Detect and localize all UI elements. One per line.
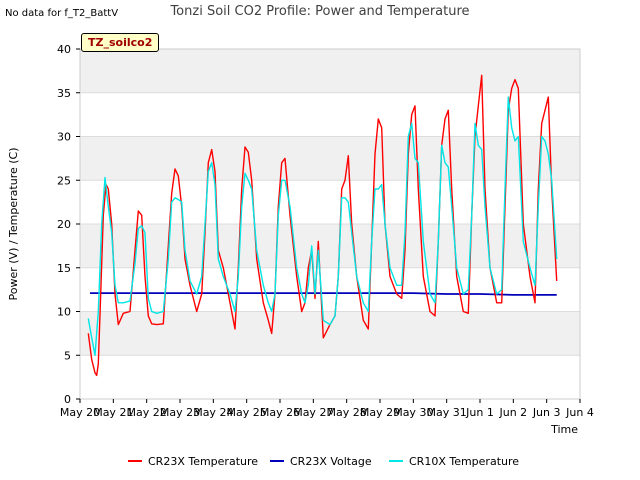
y-tick-label: 25 bbox=[57, 174, 71, 187]
y-tick-label: 20 bbox=[57, 218, 71, 231]
x-tick-label: May 31 bbox=[427, 406, 467, 419]
x-tick-label: May 28 bbox=[327, 406, 367, 419]
y-tick-label: 30 bbox=[57, 131, 71, 144]
x-tick-label: Jun 1 bbox=[465, 406, 494, 419]
series-line-cr10x-temperature bbox=[87, 96, 558, 356]
y-axis-label: Power (V) / Temperature (C) bbox=[7, 147, 20, 300]
y-tick-label: 10 bbox=[57, 306, 71, 319]
grid-band bbox=[80, 136, 580, 181]
legend-label: CR10X Temperature bbox=[409, 455, 519, 468]
x-tick-label: Jun 2 bbox=[498, 406, 527, 419]
x-tick-label: May 23 bbox=[160, 406, 200, 419]
x-tick-label: Jun 3 bbox=[532, 406, 561, 419]
site-badge: TZ_soilco2 bbox=[81, 33, 160, 52]
legend-label: CR23X Voltage bbox=[290, 455, 372, 468]
x-tick-label: May 20 bbox=[60, 406, 100, 419]
grid-band bbox=[80, 224, 580, 268]
x-axis-label: Time bbox=[550, 423, 578, 436]
y-tick-label: 5 bbox=[64, 349, 71, 362]
legend-label: CR23X Temperature bbox=[148, 455, 258, 468]
x-tick-label: May 29 bbox=[360, 406, 400, 419]
y-tick-label: 40 bbox=[57, 43, 71, 56]
series-line-cr23x-temperature bbox=[87, 74, 558, 377]
chart-title: Tonzi Soil CO2 Profile: Power and Temper… bbox=[170, 4, 470, 19]
x-tick-label: Jun 4 bbox=[565, 406, 594, 419]
x-tick-label: May 26 bbox=[260, 406, 300, 419]
legend-item: CR23X Temperature bbox=[128, 455, 258, 468]
grid-band bbox=[80, 311, 580, 356]
x-tick-label: May 27 bbox=[293, 406, 333, 419]
legend-item: CR10X Temperature bbox=[389, 455, 519, 468]
y-tick-label: 35 bbox=[57, 87, 71, 100]
x-tick-label: May 25 bbox=[227, 406, 267, 419]
legend-item: CR23X Voltage bbox=[270, 455, 372, 468]
series-line-cr23x-voltage bbox=[90, 292, 557, 296]
grid-band bbox=[80, 49, 580, 93]
no-data-note: No data for f_T2_BattV bbox=[5, 8, 119, 19]
y-tick-label: 15 bbox=[57, 262, 71, 275]
x-tick-label: May 30 bbox=[393, 406, 433, 419]
x-tick-label: May 22 bbox=[127, 406, 167, 419]
x-tick-label: May 21 bbox=[93, 406, 133, 419]
y-tick-label: 0 bbox=[64, 393, 71, 406]
x-tick-label: May 24 bbox=[193, 406, 233, 419]
